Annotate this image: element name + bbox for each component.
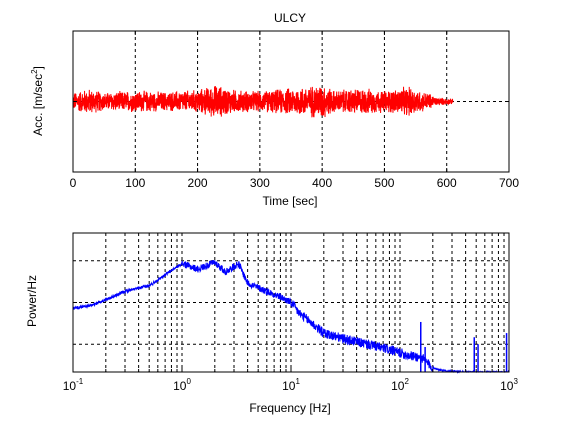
x-tick-label: 200 bbox=[188, 176, 208, 190]
x-tick-label: 101 bbox=[282, 377, 300, 393]
x-tick-label: 400 bbox=[312, 176, 332, 190]
x-tick-label: 10-1 bbox=[63, 377, 84, 393]
time-series-plot: 0 100 200 300 400 500 600 700 bbox=[70, 30, 519, 190]
x-tick-label: 600 bbox=[437, 176, 457, 190]
x-tick-label: 103 bbox=[500, 377, 518, 393]
x-tick-label: 100 bbox=[125, 176, 145, 190]
x-tick-label: 0 bbox=[70, 176, 77, 190]
x-axis-label: Frequency [Hz] bbox=[249, 401, 330, 415]
x-tick-label: 100 bbox=[173, 377, 191, 393]
y-axis-label: Power/Hz bbox=[25, 275, 39, 327]
chart-title: ULCY bbox=[274, 11, 306, 25]
acceleration-series-line bbox=[72, 86, 454, 118]
y-axis-label: Acc. [m/sec2] bbox=[30, 66, 45, 136]
x-axis-label: Time [sec] bbox=[263, 194, 318, 208]
x-tick-label: 102 bbox=[391, 377, 409, 393]
x-tick-label: 500 bbox=[374, 176, 394, 190]
x-tick-label: 700 bbox=[499, 176, 519, 190]
x-tick-label: 300 bbox=[250, 176, 270, 190]
power-spectrum-line bbox=[72, 259, 509, 374]
power-spectrum-plot: 10-1 100 101 102 103 bbox=[63, 232, 518, 393]
